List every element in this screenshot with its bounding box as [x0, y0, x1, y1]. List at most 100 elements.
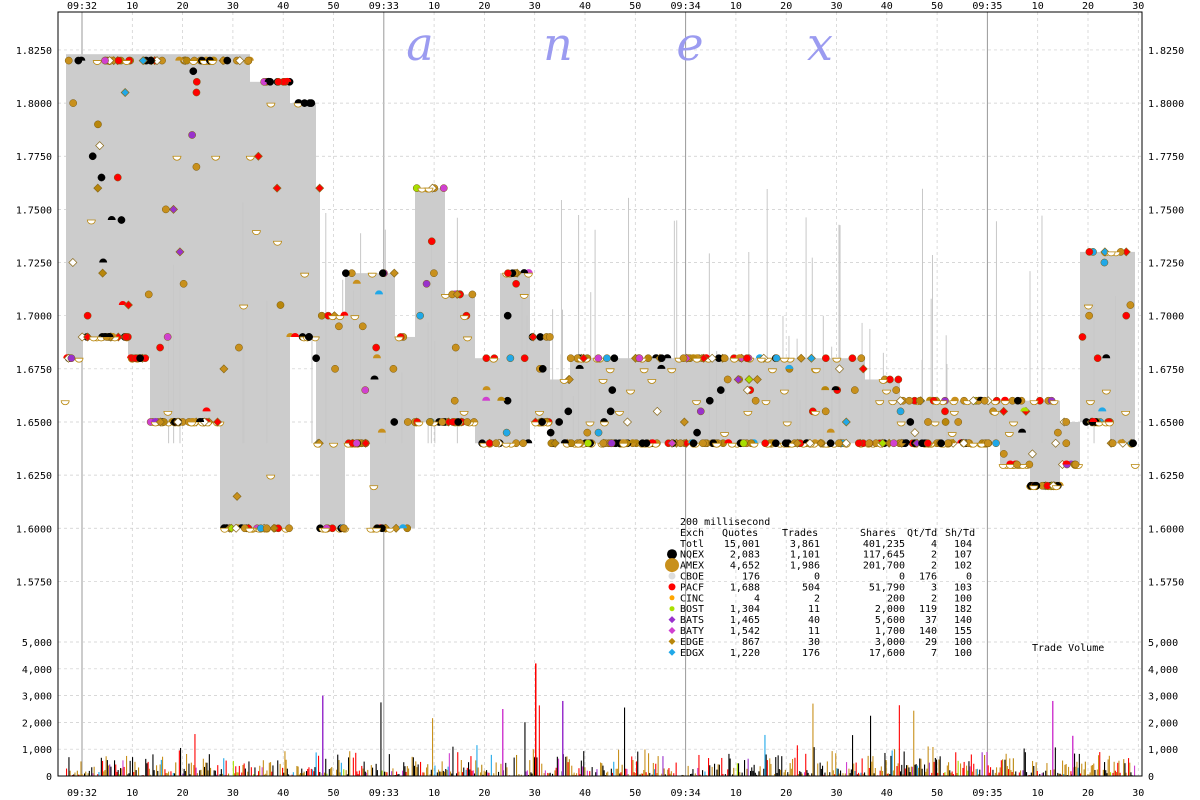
volume-bar: [472, 770, 474, 776]
legend-header: Trades: [782, 528, 818, 539]
volume-bar: [850, 769, 852, 776]
legend-cell: 1,542: [730, 626, 760, 637]
volume-tick-label-right: 2,000: [1148, 718, 1178, 729]
volume-bar: [1096, 769, 1098, 776]
quote-dot: [358, 322, 367, 331]
volume-bar: [901, 764, 903, 776]
quote-half-marker: [107, 216, 116, 221]
volume-bar: [207, 770, 209, 776]
volume-bar: [1012, 758, 1014, 776]
volume-bar: [970, 754, 972, 776]
volume-bar: [823, 774, 825, 776]
quote-dot: [546, 428, 555, 437]
volume-bar: [206, 762, 208, 776]
volume-bar: [1077, 767, 1079, 776]
quote-dot: [340, 524, 348, 533]
quote-half-marker: [648, 439, 657, 444]
legend-cell: 104: [954, 539, 972, 550]
volume-bar: [751, 767, 753, 776]
volume-bar: [702, 770, 704, 776]
time-tick-label-bottom: 30: [529, 788, 541, 799]
volume-bar: [254, 767, 256, 776]
volume-bar: [938, 759, 940, 776]
legend-header: Exch: [680, 528, 704, 539]
volume-bar: [422, 772, 424, 776]
volume-bar: [282, 767, 284, 776]
watermark-letter: a: [406, 17, 433, 71]
quote-half-marker: [189, 417, 198, 422]
volume-bar: [180, 747, 182, 776]
quote-dot: [506, 354, 515, 363]
volume-bar: [692, 769, 694, 776]
volume-bar: [1009, 758, 1011, 776]
volume-tick-label-left: 4,000: [22, 665, 52, 676]
volume-bar: [296, 765, 298, 776]
volume-bar: [272, 765, 274, 776]
volume-bar: [886, 773, 888, 776]
quote-dot: [503, 311, 512, 320]
quote-diamond: [796, 353, 806, 363]
legend-cell: 1,101: [790, 550, 820, 561]
volume-bar: [306, 771, 308, 776]
volume-bar: [897, 763, 899, 776]
legend-cell: 2: [931, 550, 937, 561]
quote-half-marker: [1086, 400, 1095, 406]
volume-bar: [162, 756, 164, 776]
volume-bar: [164, 769, 166, 776]
legend-cell: PACF: [680, 582, 704, 593]
quote-dot: [822, 354, 830, 363]
volume-bar: [362, 768, 364, 776]
volume-bar: [159, 764, 161, 776]
volume-bar: [135, 770, 137, 776]
volume-bar: [438, 769, 440, 776]
volume-bar: [244, 768, 246, 776]
spread-segment: [320, 315, 345, 529]
price-tick-label-left: 1.6250: [16, 471, 52, 482]
quote-dot: [305, 99, 314, 107]
quote-dot: [114, 56, 123, 65]
quote-half-marker: [727, 442, 737, 448]
volume-bar: [586, 770, 588, 776]
quote-half-marker: [692, 400, 701, 406]
price-tick-label-right: 1.6250: [1148, 471, 1184, 482]
time-tick-label-top: 20: [478, 1, 490, 12]
volume-bar: [292, 772, 294, 776]
quote-half-marker: [600, 421, 609, 427]
volume-bar: [486, 770, 488, 776]
watermark-letter: e: [676, 17, 703, 71]
quote-half-marker: [1029, 400, 1039, 406]
volume-bar: [468, 762, 470, 776]
legend-cell: 1,465: [730, 615, 760, 626]
time-tick-label-top: 20: [177, 1, 189, 12]
volume-bar: [738, 763, 740, 776]
price-tick-label-right: 1.6000: [1148, 524, 1184, 535]
volume-bar: [840, 770, 842, 776]
quote-dot: [889, 439, 898, 448]
price-tick-label-left: 1.6000: [16, 524, 52, 535]
volume-bar: [549, 772, 551, 776]
volume-bar: [376, 770, 378, 776]
quote-dot: [999, 450, 1008, 458]
quote-half-marker: [647, 379, 657, 384]
volume-bar: [199, 770, 201, 776]
volume-bar: [957, 760, 959, 776]
volume-bar: [442, 770, 444, 776]
volume-bar: [312, 769, 314, 776]
volume-bar: [988, 772, 990, 776]
quote-half-marker: [1052, 485, 1061, 491]
quote-dot: [751, 396, 760, 405]
quote-dot: [1122, 311, 1131, 320]
legend-cell: 2,083: [730, 550, 760, 561]
quote-diamond: [834, 364, 844, 374]
volume-bar: [432, 718, 434, 776]
quote-half-marker: [575, 364, 584, 369]
volume-bar: [852, 735, 854, 776]
quote-half-marker: [1105, 421, 1114, 427]
quote-half-marker: [1089, 417, 1098, 422]
quote-half-marker: [374, 290, 383, 295]
volume-bar: [1078, 753, 1080, 776]
quote-dot: [136, 354, 144, 363]
quote-dot: [937, 439, 945, 448]
legend-cell: 200: [887, 593, 905, 604]
